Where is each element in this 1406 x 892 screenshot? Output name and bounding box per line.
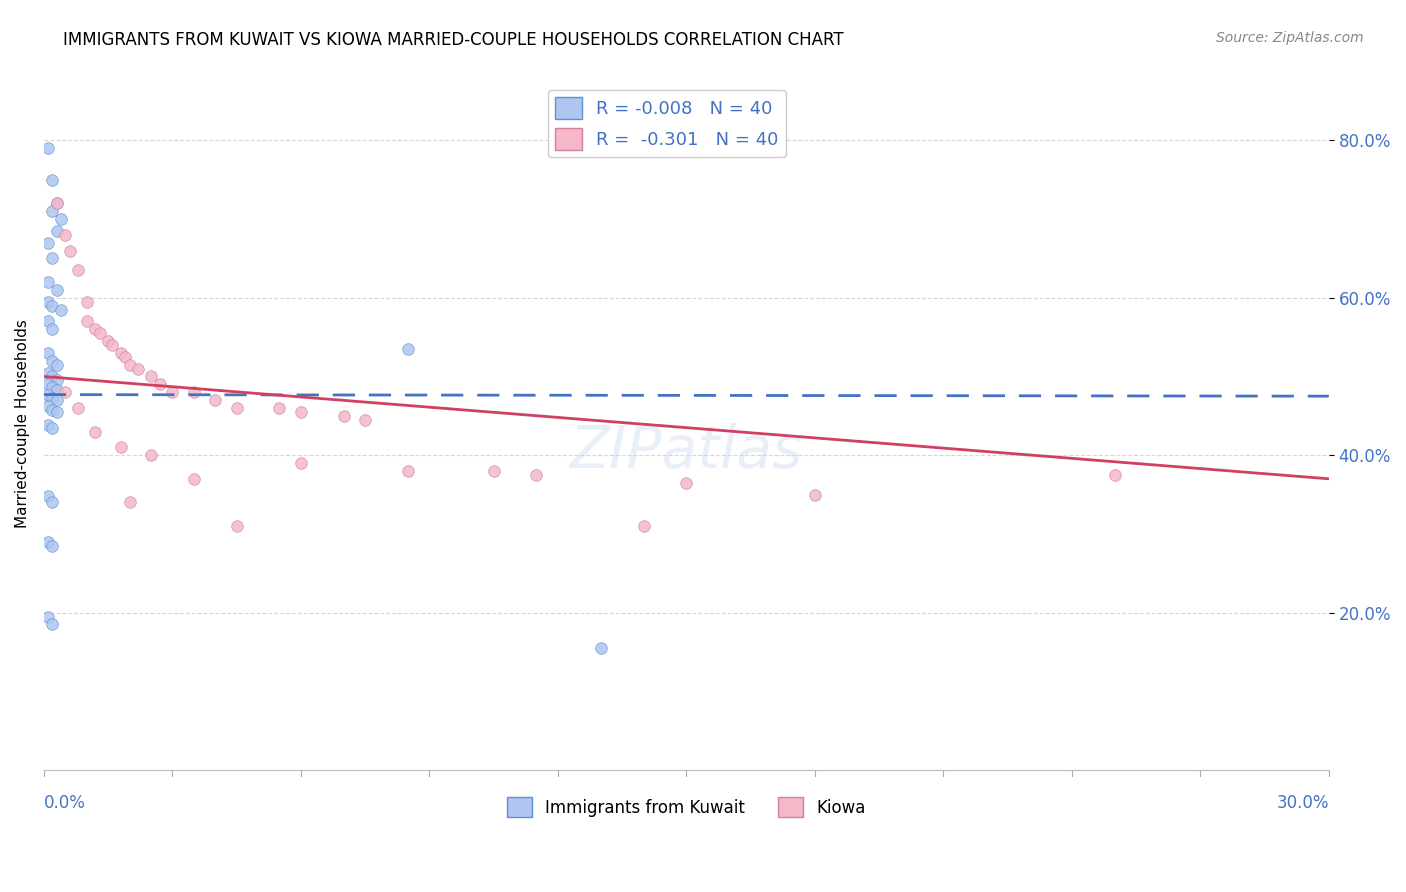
- Point: [45, 405, 67, 419]
- Point: [45, 383, 67, 397]
- Point: [290, 405, 312, 419]
- Point: [37, 377, 59, 392]
- Point: [49, 302, 72, 317]
- Text: 30.0%: 30.0%: [1277, 794, 1329, 812]
- Point: [67, 263, 90, 277]
- Point: [526, 467, 548, 482]
- Point: [110, 440, 132, 454]
- Point: [45, 283, 67, 297]
- Point: [225, 519, 247, 533]
- Point: [41, 299, 63, 313]
- Point: [41, 617, 63, 632]
- Point: [41, 204, 63, 219]
- Point: [37, 609, 59, 624]
- Point: [58, 244, 80, 258]
- Point: [37, 346, 59, 360]
- Legend: Immigrants from Kuwait, Kiowa: Immigrants from Kuwait, Kiowa: [501, 790, 873, 824]
- Point: [45, 373, 67, 387]
- Point: [67, 401, 90, 415]
- Point: [41, 420, 63, 434]
- Point: [53, 385, 76, 400]
- Point: [118, 358, 141, 372]
- Point: [76, 294, 98, 309]
- Point: [41, 391, 63, 405]
- Point: [97, 334, 120, 348]
- Text: 0.0%: 0.0%: [44, 794, 86, 812]
- Point: [37, 418, 59, 433]
- Point: [1104, 467, 1126, 482]
- Point: [37, 489, 59, 503]
- Point: [45, 393, 67, 408]
- Point: [37, 294, 59, 309]
- Point: [84, 425, 107, 439]
- Point: [41, 322, 63, 336]
- Point: [41, 353, 63, 368]
- Point: [482, 464, 505, 478]
- Point: [41, 539, 63, 553]
- Point: [41, 369, 63, 384]
- Point: [37, 400, 59, 414]
- Point: [290, 456, 312, 470]
- Point: [37, 534, 59, 549]
- Point: [37, 314, 59, 328]
- Point: [84, 322, 107, 336]
- Point: [110, 346, 132, 360]
- Point: [675, 475, 697, 490]
- Point: [53, 227, 76, 242]
- Point: [89, 326, 111, 341]
- Point: [269, 401, 291, 415]
- Point: [37, 235, 59, 250]
- Point: [41, 402, 63, 417]
- Point: [45, 358, 67, 372]
- Point: [118, 495, 141, 509]
- Point: [332, 409, 354, 423]
- Point: [49, 212, 72, 227]
- Point: [114, 350, 136, 364]
- Point: [633, 519, 655, 533]
- Point: [396, 464, 419, 478]
- Point: [37, 366, 59, 380]
- Point: [37, 387, 59, 401]
- Point: [76, 314, 98, 328]
- Point: [225, 401, 247, 415]
- Point: [139, 448, 162, 462]
- Point: [148, 377, 170, 392]
- Point: [41, 252, 63, 266]
- Point: [589, 640, 612, 655]
- Point: [396, 342, 419, 356]
- Text: IMMIGRANTS FROM KUWAIT VS KIOWA MARRIED-COUPLE HOUSEHOLDS CORRELATION CHART: IMMIGRANTS FROM KUWAIT VS KIOWA MARRIED-…: [63, 31, 844, 49]
- Point: [41, 380, 63, 394]
- Point: [204, 393, 226, 408]
- Point: [127, 361, 149, 376]
- Text: Source: ZipAtlas.com: Source: ZipAtlas.com: [1216, 31, 1364, 45]
- Point: [37, 141, 59, 155]
- Text: ZIPat​las: ZIPat​las: [569, 423, 803, 480]
- Point: [101, 338, 124, 352]
- Point: [183, 385, 205, 400]
- Point: [41, 173, 63, 187]
- Point: [41, 495, 63, 509]
- Point: [354, 413, 377, 427]
- Y-axis label: Married-couple Households: Married-couple Households: [15, 319, 30, 528]
- Point: [37, 275, 59, 289]
- Point: [45, 224, 67, 238]
- Point: [162, 385, 184, 400]
- Point: [139, 369, 162, 384]
- Point: [183, 472, 205, 486]
- Point: [45, 196, 67, 211]
- Point: [804, 487, 827, 501]
- Point: [45, 196, 67, 211]
